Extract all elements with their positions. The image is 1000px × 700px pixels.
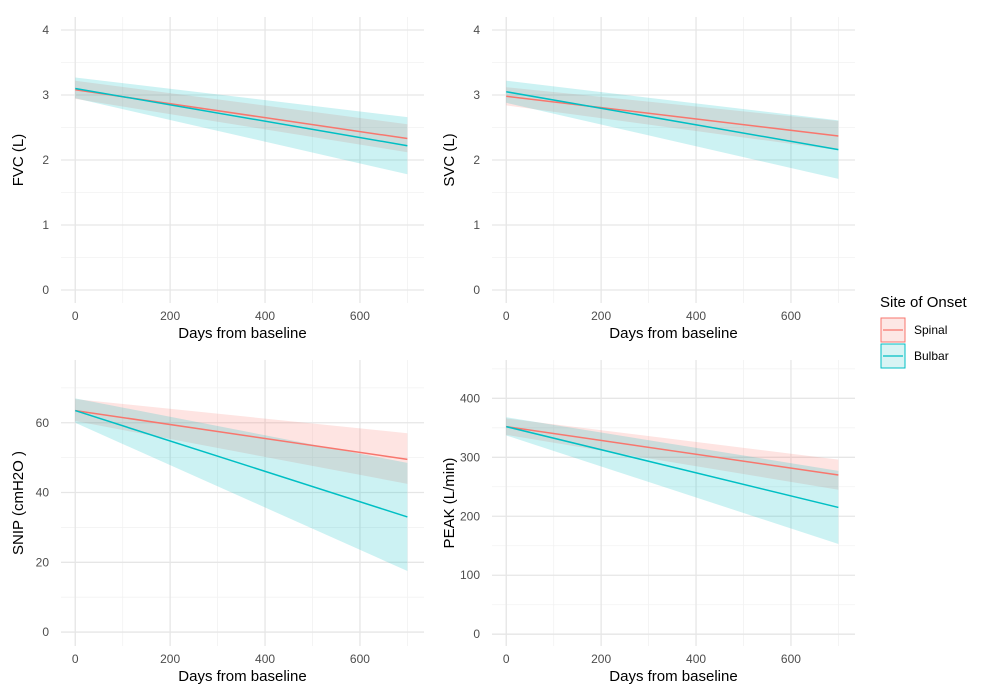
panel-top-left: 0 200 400 600 0 1 2 3 4 Days from baseline FVC (L)	[10, 17, 424, 342]
ci-band-spinal	[506, 418, 839, 490]
ci-band-bulbar	[506, 80, 839, 179]
legend-key-bulbar	[880, 343, 906, 369]
series-line-bulbar	[75, 409, 408, 518]
y-tick-label: 40	[36, 486, 50, 500]
series-line-spinal	[506, 425, 839, 476]
series-line-bulbar	[506, 425, 839, 509]
y-tick-label: 0	[42, 283, 49, 297]
series-line-spinal	[75, 409, 408, 461]
y-tick-label: 200	[460, 509, 480, 523]
y-tick-label: 1	[473, 218, 480, 232]
y-tick-label: 60	[36, 416, 50, 430]
x-tick-label: 0	[503, 652, 510, 666]
x-tick-label: 600	[350, 309, 370, 323]
x-tick-label: 200	[591, 652, 611, 666]
y-tick-label: 0	[42, 625, 49, 639]
x-tick-label: 400	[255, 652, 275, 666]
x-tick-label: 200	[160, 309, 180, 323]
y-tick-label: 3	[473, 88, 480, 102]
y-tick-label: 4	[42, 23, 49, 37]
legend-label-bulbar: Bulbar	[914, 349, 949, 363]
panel-bottom-right: 0 200 400 600 0 100 200 300 400 Days from baselin…	[441, 360, 855, 685]
x-tick-label: 600	[781, 309, 801, 323]
ci-band-bulbar	[75, 398, 408, 572]
x-tick-label: 200	[160, 652, 180, 666]
y-axis-title: SVC (L)	[441, 133, 458, 186]
y-tick-label: 2	[473, 153, 480, 167]
series-line-spinal	[506, 95, 839, 137]
y-tick-label: 1	[42, 218, 49, 232]
x-axis-title: Days from baseline	[609, 325, 737, 342]
panel-top-right: 0 200 400 600 0 1 2 3 4 Days from baseline SVC (L)	[441, 17, 855, 342]
y-tick-label: 0	[473, 627, 480, 641]
x-tick-label: 0	[72, 309, 79, 323]
ci-band-bulbar	[506, 417, 839, 544]
y-tick-label: 400	[460, 391, 480, 405]
legend-label-spinal: Spinal	[914, 323, 947, 337]
y-axis-title: SNIP (cmH2O )	[10, 451, 27, 555]
x-tick-label: 200	[591, 309, 611, 323]
x-tick-label: 400	[255, 309, 275, 323]
y-tick-label: 3	[42, 88, 49, 102]
x-axis-title: Days from baseline	[609, 668, 737, 685]
y-axis-title: PEAK (L/min)	[441, 458, 458, 549]
y-tick-label: 0	[473, 283, 480, 297]
series-line-bulbar	[506, 91, 839, 151]
y-tick-label: 4	[473, 23, 480, 37]
y-tick-label: 300	[460, 450, 480, 464]
series-line-bulbar	[75, 87, 408, 147]
y-tick-label: 2	[42, 153, 49, 167]
legend-title: Site of Onset	[880, 294, 968, 311]
ci-band-spinal	[75, 399, 408, 484]
y-tick-label: 20	[36, 555, 50, 569]
y-axis-title: FVC (L)	[10, 134, 27, 187]
y-tick-label: 100	[460, 568, 480, 582]
legend: Site of Onset Spinal Bulbar	[880, 294, 968, 369]
x-tick-label: 0	[72, 652, 79, 666]
x-tick-label: 400	[686, 652, 706, 666]
x-tick-label: 0	[503, 309, 510, 323]
x-axis-title: Days from baseline	[178, 325, 306, 342]
x-tick-label: 600	[350, 652, 370, 666]
legend-key-spinal	[880, 317, 906, 343]
x-tick-label: 400	[686, 309, 706, 323]
x-tick-label: 600	[781, 652, 801, 666]
panel-bottom-left: 0 200 400 600 0 20 40 60 Days from baseline SNIP …	[10, 360, 424, 685]
x-axis-title: Days from baseline	[178, 668, 306, 685]
